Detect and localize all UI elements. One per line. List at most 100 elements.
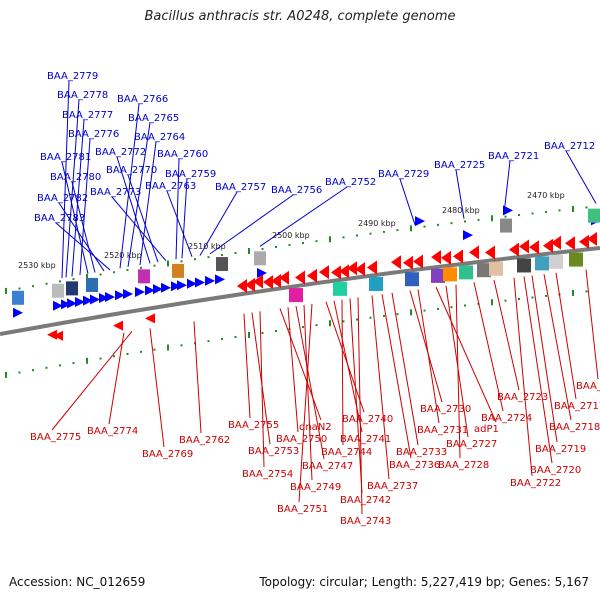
tick-mark: [221, 338, 223, 341]
tick-mark: [383, 230, 385, 233]
tick-mark: [221, 254, 223, 257]
feature-block: [588, 208, 600, 223]
forward-gene-arrow: [503, 205, 513, 216]
reverse-gene-label: BAA_2762: [179, 435, 230, 446]
reverse-gene-label: BAA_2751: [277, 504, 328, 515]
label-leader-line: [287, 307, 299, 433]
reverse-gene-labels: BAA_2775 BAA_2774 BAA_2769 BAA_2762 BAA_2755…: [30, 269, 600, 527]
feature-block: [138, 269, 150, 284]
tick-mark: [113, 355, 115, 358]
reverse-gene-arrow: [271, 273, 281, 288]
forward-gene-arrow: [115, 290, 125, 301]
forward-gene-arrow: [123, 288, 133, 299]
reverse-gene-label: dnaN2: [299, 422, 332, 433]
tick-mark: [518, 298, 520, 301]
reverse-gene-arrow: [279, 270, 289, 285]
label-leader-line: [199, 191, 238, 256]
forward-gene-arrow: [257, 268, 267, 279]
tick-mark: [383, 314, 385, 317]
label-leader-line: [175, 158, 180, 260]
forward-gene-label: BAA_2781: [40, 152, 91, 163]
scale-label: 2510 kbp: [188, 242, 226, 251]
reverse-gene-label: BAA_2741: [340, 434, 391, 445]
label-leader-line: [65, 99, 80, 278]
forward-gene-arrow: [153, 284, 163, 295]
forward-gene-label: BAA_2783: [34, 213, 85, 224]
label-leader-line: [349, 298, 363, 494]
feature-block: [52, 283, 64, 298]
label-leader-line: [341, 299, 344, 446]
tick-mark: [180, 344, 183, 347]
tick-mark: [545, 294, 547, 297]
tick-mark: [315, 324, 318, 327]
reverse-gene-label: BAA_2747: [302, 461, 353, 472]
feature-block: [12, 290, 24, 305]
reverse-gene-arrow: [245, 277, 255, 292]
forward-gene-label: BAA_2780: [50, 172, 101, 183]
tick-mark: [167, 344, 169, 351]
reverse-gene-arrow: [331, 265, 341, 280]
forward-gene-arrow: [187, 278, 197, 289]
reverse-gene-label: BAA_2720: [530, 465, 581, 476]
reverse-gene-label: BAA_2724: [481, 413, 532, 424]
forward-gene-label: BAA_2712: [544, 141, 595, 152]
tick-mark: [167, 260, 169, 267]
tick-mark: [558, 209, 561, 212]
label-leader-line: [166, 190, 193, 257]
tick-mark: [356, 318, 358, 321]
tick-mark: [585, 290, 588, 293]
reverse-gene-arrow: [519, 239, 529, 254]
reverse-gene-arrow: [431, 250, 441, 265]
forward-gene-label: BAA_2725: [434, 160, 485, 171]
tick-mark: [531, 296, 534, 299]
tick-mark: [464, 220, 466, 223]
tick-mark: [5, 287, 7, 294]
label-leader-line: [51, 330, 133, 431]
tick-mark: [356, 234, 358, 237]
forward-gene-arrow: [171, 281, 181, 292]
tick-mark: [545, 210, 547, 213]
forward-gene-label: BAA_2779: [47, 71, 98, 82]
tick-mark: [275, 245, 277, 248]
forward-gene-arrow: [215, 274, 225, 285]
label-leader-line: [127, 122, 151, 268]
label-leader-line: [303, 304, 313, 481]
tick-mark: [72, 278, 75, 281]
feature-block: [500, 218, 512, 233]
feature-block: [333, 281, 347, 296]
label-leader-line: [61, 161, 89, 274]
reverse-gene-label: BAA_2731: [417, 425, 468, 436]
tick-mark: [59, 364, 61, 367]
feature-block: [405, 272, 419, 287]
forward-gene-label: BAA_2757: [215, 182, 266, 193]
forward-gene-arrow: [205, 275, 215, 286]
tick-mark: [140, 350, 142, 353]
reverse-gene-label: BAA_2750: [276, 434, 327, 445]
forward-gene-label: BAA_2721: [488, 151, 539, 162]
label-leader-line: [399, 178, 416, 225]
label-leader-line: [193, 321, 202, 434]
tick-mark: [302, 242, 304, 245]
forward-gene-label: BAA_2770: [106, 165, 157, 176]
reverse-gene-label: BAA_2744: [321, 447, 372, 458]
tick-mark: [410, 225, 412, 232]
label-leader-line: [371, 295, 390, 480]
label-leader-line: [409, 290, 443, 403]
scale-label: 2530 kbp: [18, 261, 56, 270]
tick-mark: [491, 215, 493, 222]
scale-label: 2490 kbp: [358, 219, 396, 228]
reverse-gene-arrow: [413, 254, 423, 269]
label-leader-line: [565, 150, 597, 204]
forward-gene-arrow: [75, 296, 85, 307]
reverse-gene-arrow: [565, 236, 575, 251]
tick-mark: [153, 264, 156, 267]
tick-mark: [504, 299, 507, 302]
label-leader-line: [503, 160, 511, 214]
reverse-gene-arrow: [339, 264, 349, 279]
label-leader-line: [116, 156, 151, 264]
label-leader-line: [325, 301, 365, 413]
reverse-gene-arrow: [307, 268, 317, 283]
reverse-gene-arrow: [469, 245, 479, 260]
reverse-gene-label: BAA_2733: [396, 447, 447, 458]
reverse-gene-label: BAA_2723: [497, 392, 548, 403]
